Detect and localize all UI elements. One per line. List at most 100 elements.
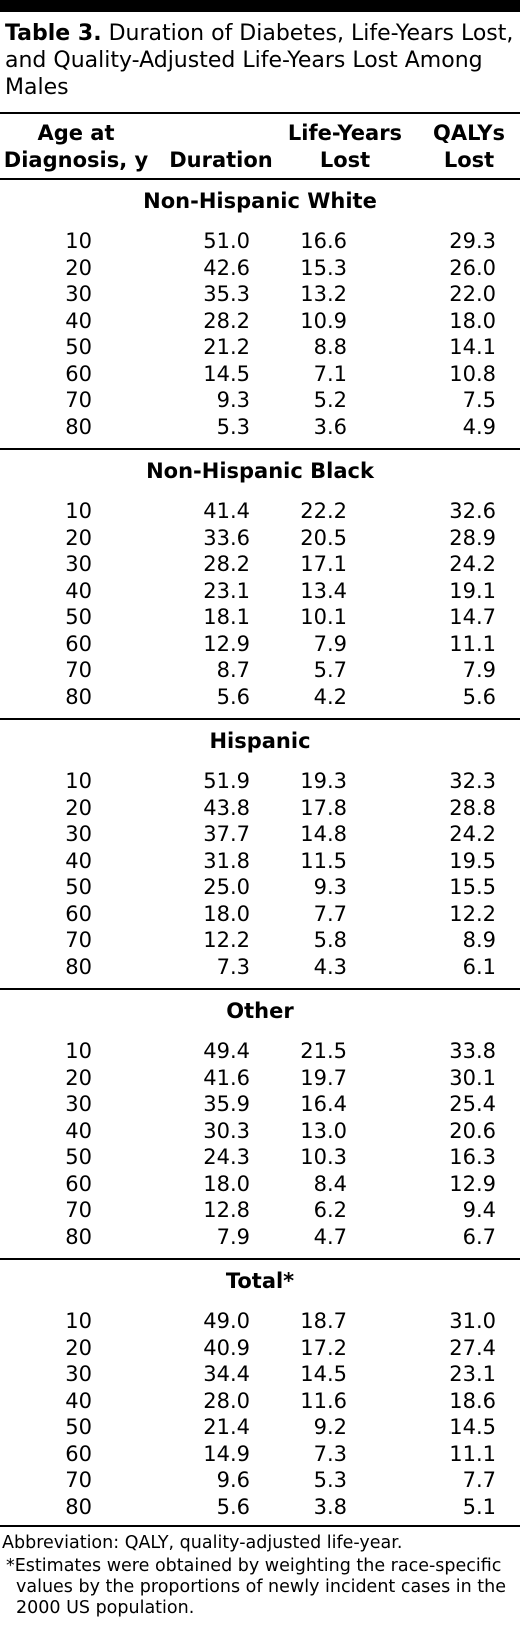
cell-duration: 34.4 <box>203 1362 250 1386</box>
table-row: 20 40.9 17.2 27.4 <box>0 1335 520 1362</box>
table-header: Age at Diagnosis, y Duration Life-Years … <box>0 114 520 178</box>
cell-qalys-lost: 14.7 <box>449 605 496 629</box>
cell-life-years-lost: 5.7 <box>313 658 347 682</box>
table-row: 30 34.4 14.5 23.1 <box>0 1361 520 1388</box>
table-caption: Duration of Diabetes, Life-Years Lost, a… <box>5 21 514 100</box>
table-row: 40 28.2 10.9 18.0 <box>0 308 520 335</box>
table-row: 40 30.3 13.0 20.6 <box>0 1118 520 1145</box>
table-row: 70 12.2 5.8 8.9 <box>0 927 520 954</box>
table-row: 80 5.3 3.6 4.9 <box>0 414 520 441</box>
cell-life-years-lost: 11.6 <box>300 1388 347 1413</box>
cell-qalys-lost: 30.1 <box>449 1065 496 1090</box>
cell-qalys-lost: 7.5 <box>462 388 496 412</box>
cell-age: 70 <box>65 388 92 412</box>
cell-age: 50 <box>65 335 92 359</box>
cell-duration: 21.4 <box>203 1415 250 1439</box>
cell-qalys-lost: 29.3 <box>449 229 496 253</box>
header-top-rule <box>0 112 520 114</box>
cell-duration: 35.9 <box>203 1092 250 1116</box>
table-body: Non-Hispanic White 10 51.0 16.6 29.3 20 42.6 15… <box>0 178 520 1527</box>
cell-age: 50 <box>65 875 92 899</box>
table-row: 50 21.4 9.2 14.5 <box>0 1414 520 1441</box>
cell-duration: 49.4 <box>203 1039 250 1063</box>
cell-age: 70 <box>65 1468 92 1492</box>
cell-qalys-lost: 33.8 <box>449 1039 496 1063</box>
cell-life-years-lost: 5.2 <box>313 388 347 412</box>
cell-life-years-lost: 17.8 <box>300 795 347 820</box>
cell-qalys-lost: 28.8 <box>449 795 496 820</box>
cell-life-years-lost: 6.2 <box>313 1198 347 1222</box>
cell-life-years-lost: 7.1 <box>313 361 347 386</box>
cell-age: 30 <box>65 282 92 306</box>
cell-duration: 28.2 <box>203 308 250 333</box>
cell-qalys-lost: 15.5 <box>449 875 496 899</box>
table-row: 10 49.0 18.7 31.0 <box>0 1308 520 1335</box>
cell-age: 80 <box>65 684 92 709</box>
cell-age: 60 <box>65 1441 92 1466</box>
cell-age: 80 <box>65 1494 92 1519</box>
cell-duration: 51.0 <box>203 229 250 253</box>
table-row: 10 51.9 19.3 32.3 <box>0 768 520 795</box>
cell-duration: 37.7 <box>203 822 250 846</box>
table-row: 60 14.9 7.3 11.1 <box>0 1441 520 1468</box>
table-section: Non-Hispanic White 10 51.0 16.6 29.3 20 42.6 15… <box>0 180 520 448</box>
cell-duration: 21.2 <box>203 335 250 359</box>
table-row: 40 28.0 11.6 18.6 <box>0 1388 520 1415</box>
table-row: 40 23.1 13.4 19.1 <box>0 578 520 605</box>
cell-qalys-lost: 22.0 <box>449 282 496 306</box>
cell-qalys-lost: 14.5 <box>449 1415 496 1439</box>
cell-duration: 7.3 <box>216 954 250 979</box>
footnotes: Abbreviation: QALY, quality-adjusted lif… <box>0 1527 520 1619</box>
cell-qalys-lost: 23.1 <box>449 1362 496 1386</box>
cell-qalys-lost: 12.2 <box>449 901 496 926</box>
cell-life-years-lost: 21.5 <box>300 1039 347 1063</box>
cell-age: 10 <box>65 499 92 523</box>
cell-life-years-lost: 19.7 <box>300 1065 347 1090</box>
cell-duration: 28.0 <box>203 1388 250 1413</box>
cell-life-years-lost: 14.5 <box>300 1362 347 1386</box>
cell-age: 30 <box>65 822 92 846</box>
table-row: 60 12.9 7.9 11.1 <box>0 631 520 658</box>
cell-qalys-lost: 7.9 <box>462 658 496 682</box>
table-row: 10 51.0 16.6 29.3 <box>0 228 520 255</box>
cell-life-years-lost: 16.6 <box>300 229 347 253</box>
cell-life-years-lost: 15.3 <box>300 255 347 280</box>
cell-age: 60 <box>65 901 92 926</box>
cell-duration: 41.6 <box>203 1065 250 1090</box>
cell-age: 10 <box>65 1309 92 1333</box>
cell-life-years-lost: 4.7 <box>313 1224 347 1249</box>
table-row: 50 18.1 10.1 14.7 <box>0 604 520 631</box>
section-title: Hispanic <box>209 729 311 753</box>
cell-age: 30 <box>65 1362 92 1386</box>
section-rows: 10 51.9 19.3 32.3 20 43.8 17.8 28.8 30 37.7 14.8 24… <box>0 768 520 980</box>
cell-duration: 35.3 <box>203 282 250 306</box>
table-row: 70 8.7 5.7 7.9 <box>0 657 520 684</box>
table-row: 50 24.3 10.3 16.3 <box>0 1144 520 1171</box>
cell-life-years-lost: 4.3 <box>313 954 347 979</box>
cell-age: 40 <box>65 1118 92 1143</box>
cell-life-years-lost: 5.8 <box>313 928 347 952</box>
cell-qalys-lost: 19.5 <box>449 848 496 873</box>
cell-duration: 23.1 <box>203 578 250 603</box>
cell-qalys-lost: 31.0 <box>449 1309 496 1333</box>
cell-duration: 31.8 <box>203 848 250 873</box>
table-row: 60 18.0 7.7 12.2 <box>0 901 520 928</box>
section-title: Other <box>226 999 294 1023</box>
cell-qalys-lost: 9.4 <box>462 1198 496 1222</box>
cell-duration: 9.3 <box>216 388 250 412</box>
table-row: 20 41.6 19.7 30.1 <box>0 1065 520 1092</box>
cell-age: 40 <box>65 848 92 873</box>
table-row: 30 35.3 13.2 22.0 <box>0 281 520 308</box>
cell-life-years-lost: 7.7 <box>313 901 347 926</box>
cell-qalys-lost: 32.3 <box>449 769 496 793</box>
section-rows: 10 49.4 21.5 33.8 20 41.6 19.7 30.1 30 35.9 16.4 25… <box>0 1038 520 1250</box>
table-row: 30 35.9 16.4 25.4 <box>0 1091 520 1118</box>
cell-duration: 5.3 <box>216 414 250 439</box>
cell-life-years-lost: 13.4 <box>300 578 347 603</box>
table-bottom-rule <box>0 1525 520 1527</box>
cell-life-years-lost: 14.8 <box>300 822 347 846</box>
table-row: 50 25.0 9.3 15.5 <box>0 874 520 901</box>
cell-duration: 5.6 <box>216 1494 250 1519</box>
cell-qalys-lost: 27.4 <box>449 1335 496 1360</box>
cell-life-years-lost: 10.9 <box>300 308 347 333</box>
